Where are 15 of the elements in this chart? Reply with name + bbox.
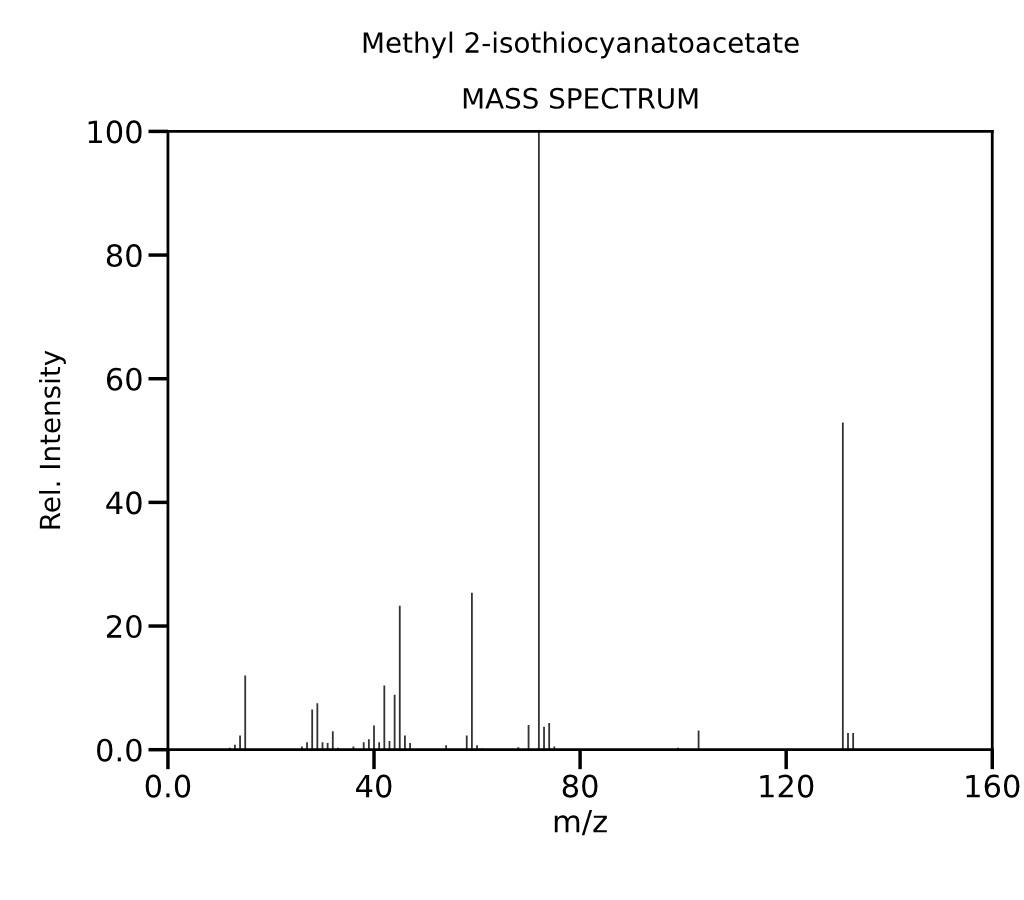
chart-subtitle: MASS SPECTRUM xyxy=(463,87,698,109)
x-axis-title: m/z xyxy=(554,810,607,836)
y-tick-label: 0.0 xyxy=(97,738,142,762)
chart-title: Methyl 2-isothiocyanatoacetate xyxy=(363,31,799,59)
y-tick-label: 80 xyxy=(106,243,142,268)
y-axis-title: Rel. Intensity xyxy=(38,350,66,529)
x-tick-label: 40 xyxy=(356,774,392,798)
x-tick-label: 0.0 xyxy=(145,774,191,798)
x-tick-label: 120 xyxy=(760,774,814,798)
y-tick-label: 100 xyxy=(88,120,142,144)
x-tick-label: 160 xyxy=(966,774,1020,798)
y-tick-label: 40 xyxy=(106,491,142,515)
y-tick-label: 20 xyxy=(106,614,142,639)
x-tick-label: 80 xyxy=(562,774,598,798)
y-tick-label: 60 xyxy=(106,367,142,391)
